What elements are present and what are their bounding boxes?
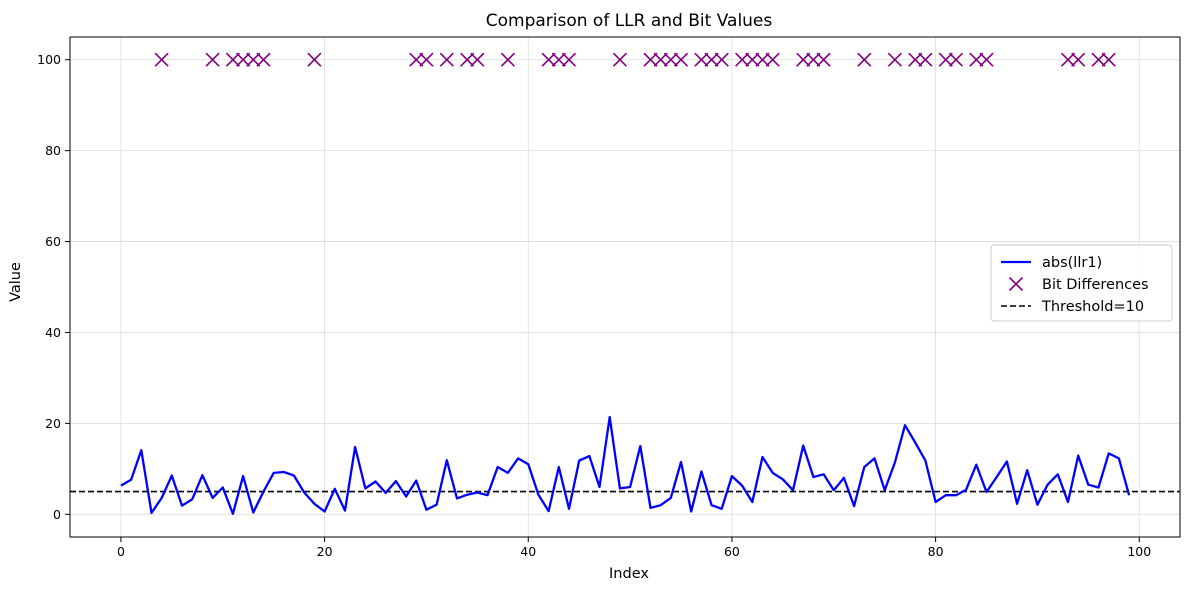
bit-difference-marker: [409, 52, 424, 67]
y-tick-label: 40: [45, 325, 61, 340]
y-tick-label: 100: [37, 52, 61, 67]
plot-frame: [69, 36, 1181, 538]
bit-difference-marker: [735, 52, 750, 67]
x-tick-label: 40: [520, 544, 536, 559]
bit-difference-marker: [246, 52, 261, 67]
y-axis-ticks: 0 20 40 60 80 100: [37, 52, 70, 522]
bit-difference-marker: [694, 52, 709, 67]
bit-difference-marker: [653, 52, 668, 67]
chart-title: Comparison of LLR and Bit Values: [486, 11, 773, 31]
bit-difference-marker: [673, 52, 689, 67]
legend-entry-label: Bit Differences: [1042, 277, 1149, 293]
bit-difference-marker: [225, 52, 241, 67]
bit-difference-marker: [612, 52, 627, 67]
bit-difference-marker: [439, 52, 454, 67]
bit-difference-marker: [307, 52, 322, 67]
llr-line: [120, 415, 1131, 515]
bit-difference-marker: [714, 52, 729, 67]
bit-difference-marker: [755, 52, 770, 67]
bit-difference-marker: [154, 52, 169, 67]
bit-difference-marker: [1101, 52, 1116, 67]
bit-difference-marker: [1060, 52, 1076, 67]
bit-difference-marker: [663, 52, 678, 67]
bit-difference-marker: [541, 52, 556, 67]
y-tick-label: 0: [53, 507, 61, 522]
bit-difference-marker: [948, 52, 964, 67]
x-axis-label: Index: [609, 566, 649, 582]
x-tick-label: 20: [317, 544, 333, 559]
x-tick-label: 100: [1127, 544, 1151, 559]
bit-difference-marker: [419, 52, 434, 67]
y-tick-label: 20: [45, 416, 61, 431]
bit-difference-marker: [745, 52, 760, 67]
bit-difference-marker: [551, 52, 566, 67]
bit-difference-marker: [460, 52, 475, 67]
bit-difference-marker: [1091, 52, 1106, 67]
bit-difference-marker: [938, 52, 953, 67]
bit-difference-marker: [704, 52, 719, 67]
bit-difference-marker: [470, 52, 485, 67]
bit-difference-marker: [887, 52, 902, 67]
bit-difference-marker: [256, 52, 271, 67]
legend-entry-label: abs(llr1): [1042, 255, 1102, 271]
llr-line-series: [120, 415, 1131, 515]
bit-difference-marker: [918, 52, 933, 67]
legend-box: [990, 244, 1173, 322]
x-axis-ticks: 0 20 40 60 80 100: [117, 537, 1151, 559]
bit-difference-marker: [796, 52, 811, 67]
y-axis-label: Value: [8, 262, 24, 302]
bit-difference-marker: [500, 52, 515, 67]
y-tick-label: 60: [45, 234, 61, 249]
x-tick-label: 0: [117, 544, 125, 559]
bit-difference-marker: [205, 52, 220, 67]
x-tick-label: 60: [724, 544, 740, 559]
bit-difference-marker: [561, 52, 577, 67]
bit-difference-marker: [979, 52, 994, 67]
bit-difference-marker: [765, 52, 780, 67]
bit-differences-series: [154, 52, 1116, 67]
y-tick-label: 80: [45, 143, 61, 158]
legend: abs(llr1) Bit Differences Threshold=10: [990, 244, 1173, 322]
bit-difference-marker: [816, 52, 831, 67]
bit-difference-marker: [1071, 52, 1086, 67]
legend-marker-swatch: [1008, 276, 1024, 292]
bit-difference-marker: [643, 52, 658, 67]
bit-difference-marker: [236, 52, 251, 67]
bit-difference-marker: [806, 52, 821, 67]
bit-difference-marker: [857, 52, 872, 67]
bit-difference-marker: [908, 52, 923, 67]
legend-entry-label: Threshold=10: [1041, 299, 1144, 315]
bit-difference-marker: [969, 52, 984, 67]
x-tick-label: 80: [928, 544, 944, 559]
